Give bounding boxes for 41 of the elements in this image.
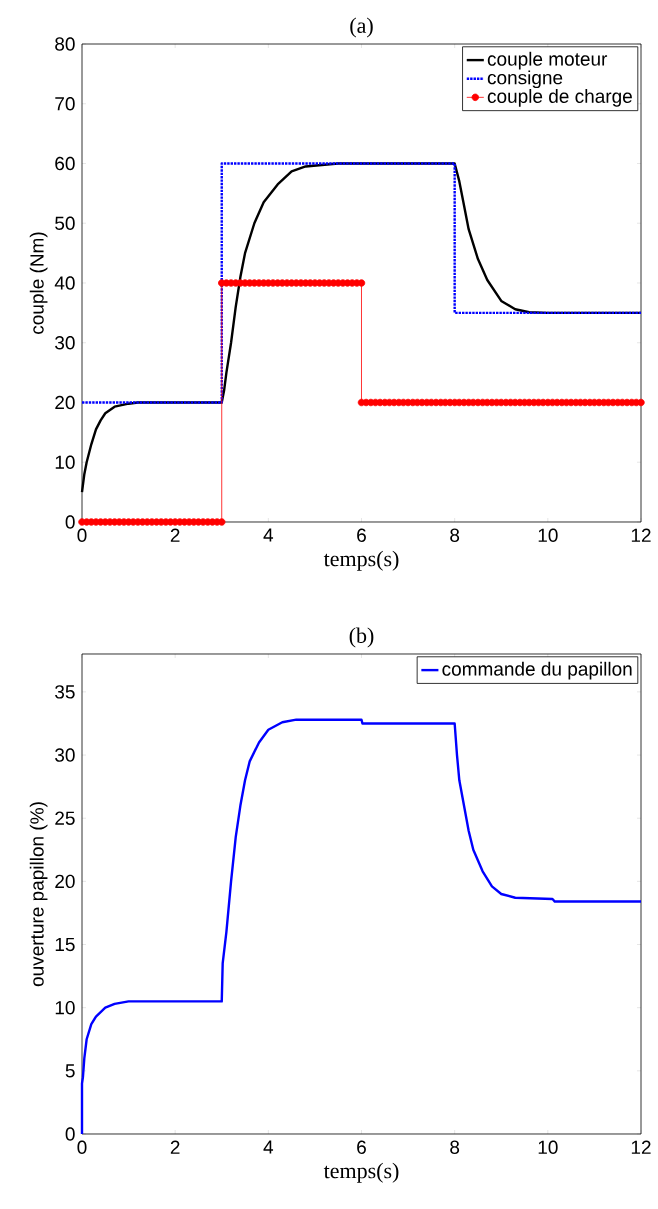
x-axis-title: temps(s): [323, 1162, 399, 1183]
x-tick-label: 4: [263, 528, 274, 542]
y-tick-label: 10: [55, 1000, 75, 1015]
y-tick-label: 30: [55, 336, 75, 350]
y-axis-title: ouverture papillon (%): [29, 802, 48, 987]
y-tick-label: 5: [65, 1064, 75, 1078]
y-tick-label: 35: [55, 685, 75, 699]
y-tick-label: 25: [55, 811, 75, 825]
x-tick-label: 10: [538, 528, 558, 542]
y-tick-label: 0: [65, 1127, 75, 1141]
y-tick-label: 0: [65, 515, 75, 529]
legend-label: couple moteur: [487, 51, 608, 70]
y-axis-title: couple (Nm): [29, 232, 48, 334]
x-tick-label: 6: [357, 528, 366, 542]
y-tick-label: 15: [55, 937, 75, 952]
y-tick-label: 20: [55, 395, 75, 410]
x-tick-label: 2: [170, 528, 180, 542]
x-tick-label: 2: [170, 1140, 180, 1154]
y-tick-label: 10: [55, 455, 75, 469]
x-tick-label: 0: [77, 528, 87, 542]
y-tick-label: 50: [55, 216, 75, 230]
chart-title: (b): [349, 627, 374, 648]
x-tick-label: 6: [357, 1140, 366, 1154]
x-tick-label: 8: [450, 528, 460, 542]
x-tick-label: 0: [77, 1140, 87, 1154]
y-tick-label: 30: [55, 748, 75, 762]
y-tick-label: 40: [54, 276, 75, 290]
x-axis-title: temps(s): [323, 550, 399, 571]
legend-label: couple de charge: [487, 89, 632, 107]
x-tick-label: 8: [450, 1140, 460, 1154]
y-tick-label: 60: [55, 156, 75, 171]
y-tick-label: 80: [55, 37, 75, 51]
y-tick-label: 20: [55, 874, 75, 889]
y-tick-label: 70: [55, 97, 75, 111]
x-tick-label: 12: [631, 528, 651, 542]
x-tick-label: 4: [263, 1140, 274, 1154]
x-tick-label: 10: [538, 1140, 558, 1154]
x-tick-label: 12: [631, 1140, 651, 1154]
legend-label: consigne: [487, 70, 563, 89]
legend-label: commande du papillon: [442, 661, 632, 680]
chart-title: (a): [350, 17, 373, 38]
